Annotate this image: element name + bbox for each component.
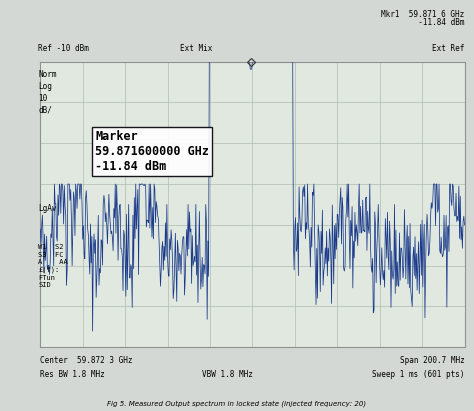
Text: Norm
Log
10
dB/: Norm Log 10 dB/ (38, 70, 57, 115)
Text: Mkr1  59.871 6 GHz: Mkr1 59.871 6 GHz (381, 10, 465, 19)
Text: W1  S2
S3  FC
A    AA
£(f):
FTun
SID: W1 S2 S3 FC A AA £(f): FTun SID (38, 245, 68, 289)
Text: Ext Mix: Ext Mix (180, 44, 213, 53)
Text: LgAv: LgAv (38, 205, 57, 213)
Text: Ref -10 dBm: Ref -10 dBm (38, 44, 89, 53)
Text: Center  59.872 3 GHz: Center 59.872 3 GHz (40, 356, 133, 365)
Text: Res BW 1.8 MHz: Res BW 1.8 MHz (40, 370, 105, 379)
Text: -11.84 dBm: -11.84 dBm (372, 18, 465, 28)
Text: Marker
59.871600000 GHz
-11.84 dBm: Marker 59.871600000 GHz -11.84 dBm (95, 130, 210, 173)
Text: Span 200.7 MHz: Span 200.7 MHz (400, 356, 465, 365)
Text: Sweep 1 ms (601 pts): Sweep 1 ms (601 pts) (372, 370, 465, 379)
Text: VBW 1.8 MHz: VBW 1.8 MHz (202, 370, 253, 379)
Text: Ext Ref: Ext Ref (432, 44, 465, 53)
Text: Fig 5. Measured Output spectrum in locked state (injected frequency: 20): Fig 5. Measured Output spectrum in locke… (108, 400, 366, 407)
